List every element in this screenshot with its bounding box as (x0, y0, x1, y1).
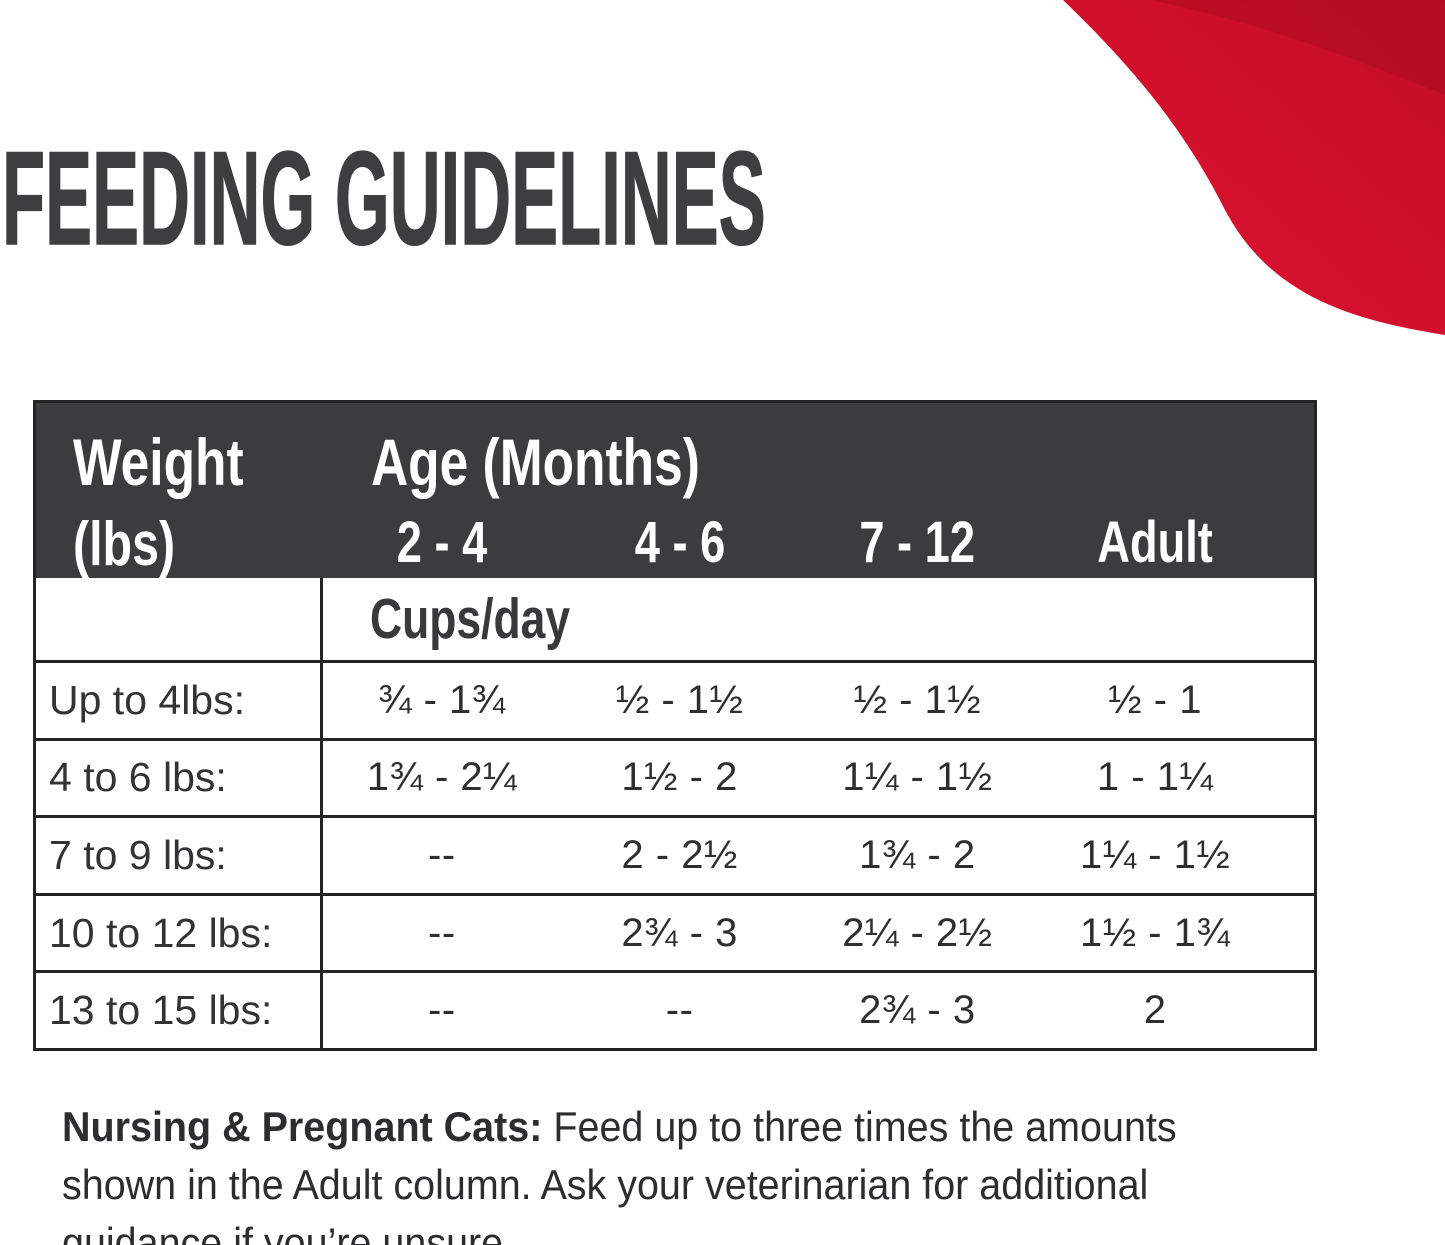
value-cell: 1 - 1¼ (1096, 755, 1214, 800)
header-age-cell: Age (Months) 2 - 4 4 - 6 7 - 12 Adult (323, 403, 1314, 578)
header-weight-cell: Weight (lbs) (36, 403, 323, 578)
units-row-values: Cups/day (323, 578, 1314, 660)
header-age-col-4-6: 4 - 6 (634, 510, 725, 575)
header-age-col-7-12: 7 - 12 (859, 510, 976, 575)
value-cell: -- (665, 988, 694, 1033)
header-age-label: Age (Months) (371, 425, 700, 499)
header-age-col-adult: Adult (1097, 510, 1213, 575)
weight-cell: 7 to 9 lbs: (36, 818, 323, 893)
value-cell: 1½ - 2 (621, 755, 738, 800)
value-cell: ½ - 1½ (853, 677, 982, 722)
value-cell: 2 - 2½ (621, 832, 738, 877)
table-row-4-to-6-lbs: 4 to 6 lbs: 1¾ - 2¼ 1½ - 2 1¼ - 1½ 1 - 1… (36, 737, 1314, 816)
value-cell: 1¾ - 2¼ (366, 755, 517, 800)
units-row: Cups/day (36, 578, 1314, 663)
red-swoosh-graphic (1063, 0, 1445, 335)
table-row-up-to-4lbs: Up to 4lbs: ¾ - 1¾ ½ - 1½ ½ - 1½ ½ - 1 (36, 663, 1314, 738)
page-title: FEEDING GUIDELINES (2, 125, 1443, 273)
footnote-line: guidance if you’re unsure. (62, 1219, 515, 1245)
value-cell: -- (428, 910, 456, 955)
value-cells: -- -- 2¾ - 3 2 (323, 973, 1314, 1048)
value-cell: 1¼ - 1½ (842, 755, 993, 800)
value-cell: ½ - 1 (1108, 677, 1202, 722)
table-row-10-to-12-lbs: 10 to 12 lbs: -- 2¾ - 3 2¼ - 2½ 1½ - 1¾ (36, 892, 1314, 971)
value-cell: 2 (1143, 988, 1167, 1033)
units-row-empty-cell (36, 578, 323, 660)
swoosh-top-shade (1150, 0, 1445, 95)
footnote-lead: Nursing & Pregnant Cats: (62, 1103, 543, 1150)
value-cells: -- 2 - 2½ 1¾ - 2 1¼ - 1½ (323, 818, 1314, 893)
units-label: Cups/day (370, 587, 571, 651)
weight-cell: 10 to 12 lbs: (36, 895, 323, 971)
value-cell: 2¾ - 3 (859, 988, 976, 1033)
footnote: Nursing & Pregnant Cats: Feed up to thre… (62, 1098, 1177, 1245)
header-weight-label: Weight (73, 425, 244, 499)
header-age-col-2-4: 2 - 4 (396, 510, 488, 575)
value-cell: 1½ - 1¾ (1079, 910, 1231, 955)
page-title-text: FEEDING GUIDELINES (2, 125, 767, 273)
value-cell: 1¼ - 1½ (1079, 832, 1231, 877)
footnote-line: shown in the Adult column. Ask your vete… (62, 1161, 1149, 1208)
value-cell: -- (428, 988, 456, 1033)
value-cells: 1¾ - 2¼ 1½ - 2 1¼ - 1½ 1 - 1¼ (323, 741, 1314, 816)
header-age-columns: 2 - 4 4 - 6 7 - 12 Adult (323, 511, 1314, 575)
value-cell: 2¼ - 2½ (842, 910, 993, 955)
footnote-line: Nursing & Pregnant Cats: Feed up to thre… (62, 1098, 1177, 1156)
value-cell: -- (428, 832, 456, 877)
value-cell: ¾ - 1¾ (378, 677, 506, 722)
table-row-7-to-9-lbs: 7 to 9 lbs: -- 2 - 2½ 1¾ - 2 1¼ - 1½ (36, 815, 1314, 893)
feeding-guidelines-table: Weight (lbs) Age (Months) 2 - 4 4 - 6 7 … (33, 400, 1317, 1051)
swoosh-main-wave (1063, 0, 1445, 335)
value-cell: 2¾ - 3 (621, 910, 738, 955)
table-header: Weight (lbs) Age (Months) 2 - 4 4 - 6 7 … (36, 403, 1314, 578)
value-cell: 1¾ - 2 (859, 832, 976, 877)
weight-cell: 13 to 15 lbs: (36, 973, 323, 1048)
value-cell: ½ - 1½ (615, 677, 744, 722)
table-row-13-to-15-lbs: 13 to 15 lbs: -- -- 2¾ - 3 2 (36, 970, 1314, 1048)
weight-cell: Up to 4lbs: (36, 663, 323, 738)
value-cells: -- 2¾ - 3 2¼ - 2½ 1½ - 1¾ (323, 896, 1314, 971)
value-cells: ¾ - 1¾ ½ - 1½ ½ - 1½ ½ - 1 (323, 663, 1314, 738)
footnote-line1-rest: Feed up to three times the amounts (542, 1103, 1177, 1150)
weight-cell: 4 to 6 lbs: (36, 740, 323, 816)
header-weight-units: (lbs) (73, 510, 176, 579)
